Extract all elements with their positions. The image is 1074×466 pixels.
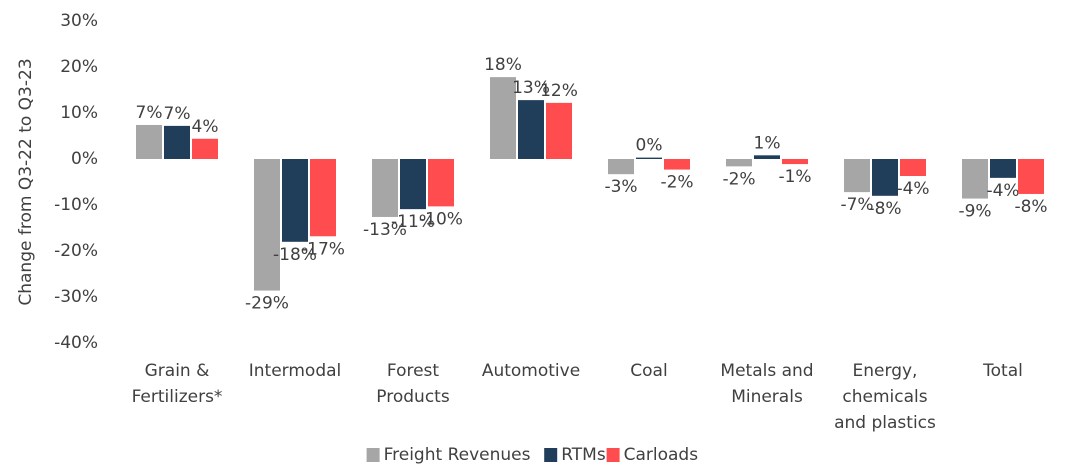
- data-label: -17%: [301, 239, 345, 259]
- y-axis-title: Change from Q3-22 to Q3-23: [16, 58, 36, 305]
- data-label: -8%: [1014, 197, 1047, 217]
- data-label: 18%: [484, 55, 522, 75]
- data-label: 7%: [136, 103, 163, 123]
- y-tick-label: -20%: [54, 241, 98, 261]
- data-label: -18%: [273, 245, 317, 265]
- y-tick-label: -10%: [54, 195, 98, 215]
- data-label: 7%: [164, 104, 191, 124]
- data-label: 13%: [512, 78, 550, 98]
- data-label: 0%: [636, 136, 663, 156]
- legend-label: RTMs: [561, 445, 606, 465]
- bar: [310, 159, 336, 237]
- x-tick-label: and plastics: [834, 413, 936, 433]
- x-tick-label: Energy,: [853, 361, 918, 381]
- data-label: -10%: [419, 209, 463, 229]
- bar: [782, 159, 808, 165]
- x-tick-label: Minerals: [731, 387, 803, 407]
- legend-label: Freight Revenues: [384, 445, 531, 465]
- data-label: -11%: [391, 212, 435, 232]
- x-tick-label: Products: [376, 387, 450, 407]
- data-label: 12%: [540, 81, 578, 101]
- bar: [164, 125, 190, 159]
- data-label: -7%: [840, 195, 873, 215]
- data-label: -8%: [868, 199, 901, 219]
- data-label: -9%: [958, 202, 991, 222]
- y-tick-label: -30%: [54, 287, 98, 307]
- bar: [282, 159, 308, 242]
- bar: [608, 159, 634, 175]
- bar: [428, 159, 454, 207]
- legend-swatch: [544, 448, 558, 462]
- y-tick-label: 30%: [60, 11, 98, 31]
- bar: [546, 102, 572, 159]
- data-label: 4%: [192, 117, 219, 137]
- bar: [962, 159, 988, 199]
- bar: [726, 159, 752, 167]
- x-tick-label: Intermodal: [249, 361, 342, 381]
- bar: [754, 155, 780, 159]
- data-label: -1%: [778, 167, 811, 187]
- bar: [636, 157, 662, 159]
- legend-swatch: [366, 448, 380, 462]
- bar: [900, 159, 926, 177]
- bar: [400, 159, 426, 210]
- y-tick-label: -40%: [54, 333, 98, 353]
- bar: [136, 124, 162, 159]
- x-tick-label: Total: [982, 361, 1023, 381]
- data-label: -4%: [896, 179, 929, 199]
- x-tick-label: chemicals: [842, 387, 927, 407]
- data-label: -2%: [722, 169, 755, 189]
- x-tick-label: Forest: [387, 361, 440, 381]
- y-tick-label: 0%: [71, 149, 98, 169]
- data-label: -2%: [660, 173, 693, 193]
- bar: [518, 100, 544, 159]
- bar: [254, 159, 280, 291]
- x-tick-label: Fertilizers*: [132, 387, 223, 407]
- data-label: 1%: [754, 133, 781, 153]
- data-label: -3%: [604, 177, 637, 197]
- legend-label: Carloads: [624, 445, 699, 465]
- bar: [872, 159, 898, 196]
- data-label: -29%: [245, 294, 289, 314]
- bar: [990, 159, 1016, 178]
- bar: [490, 77, 516, 159]
- bar: [1018, 159, 1044, 194]
- y-tick-label: 10%: [60, 103, 98, 123]
- legend-swatch: [606, 448, 620, 462]
- bar: [192, 138, 218, 159]
- x-tick-label: Metals and: [720, 361, 813, 381]
- x-tick-label: Automotive: [482, 361, 580, 381]
- bar: [372, 159, 398, 217]
- y-tick-label: 20%: [60, 57, 98, 77]
- bar: [664, 159, 690, 170]
- data-label: -13%: [363, 220, 407, 240]
- data-label: -4%: [986, 181, 1019, 201]
- x-tick-label: Grain &: [145, 361, 210, 381]
- x-tick-label: Coal: [630, 361, 667, 381]
- bar: [844, 159, 870, 193]
